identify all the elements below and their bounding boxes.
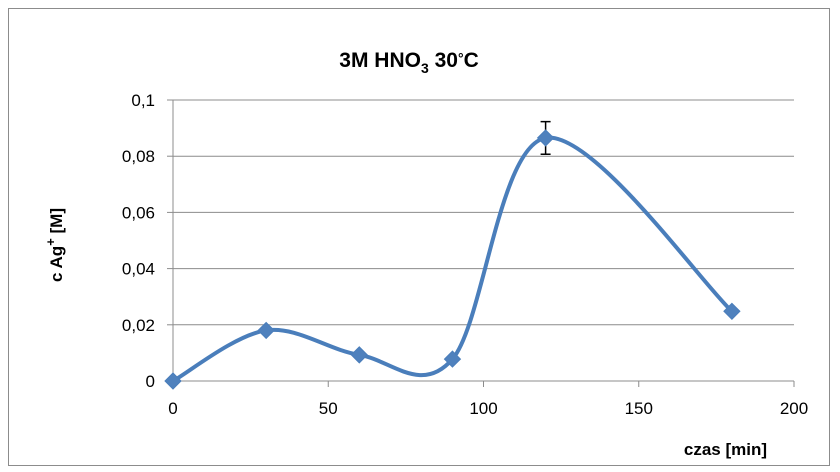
data-point: [164, 372, 182, 390]
series-line: [171, 135, 734, 383]
x-axis-title: czas [min]: [684, 440, 767, 459]
data-markers: [164, 129, 741, 390]
y-tick-label: 0,08: [122, 147, 155, 166]
x-tick-label: 50: [319, 399, 338, 418]
y-tick-label: 0,1: [131, 91, 155, 110]
x-tick-label: 150: [625, 399, 653, 418]
line-chart: 0 50 100 150 200 0 0,02 0,04 0,06 0,08 0,1 3M HNO…: [43, 49, 808, 459]
data-point: [350, 346, 369, 364]
data-point: [536, 129, 555, 147]
x-tick-label: 200: [780, 399, 808, 418]
y-tick-label: 0: [146, 372, 155, 391]
y-tick-label: 0,04: [122, 260, 155, 279]
chart-frame: 0 50 100 150 200 0 0,02 0,04 0,06 0,08 0,1 3M HNO…: [8, 8, 830, 466]
y-tick-label: 0,02: [122, 316, 155, 335]
data-point: [443, 350, 462, 368]
x-tick-labels: 0 50 100 150 200: [168, 399, 808, 418]
x-tick-label: 100: [469, 399, 497, 418]
data-point: [257, 321, 275, 340]
y-axis-title: c Ag+ [M]: [43, 208, 66, 282]
y-tick-labels: 0 0,02 0,04 0,06 0,08 0,1: [122, 91, 155, 391]
axes: [167, 99, 795, 387]
chart-title: 3M HNO3 30°C: [339, 49, 478, 76]
x-tick-label: 0: [168, 399, 177, 418]
gridlines: [173, 99, 794, 326]
y-tick-label: 0,06: [122, 203, 155, 222]
data-point: [723, 302, 741, 321]
